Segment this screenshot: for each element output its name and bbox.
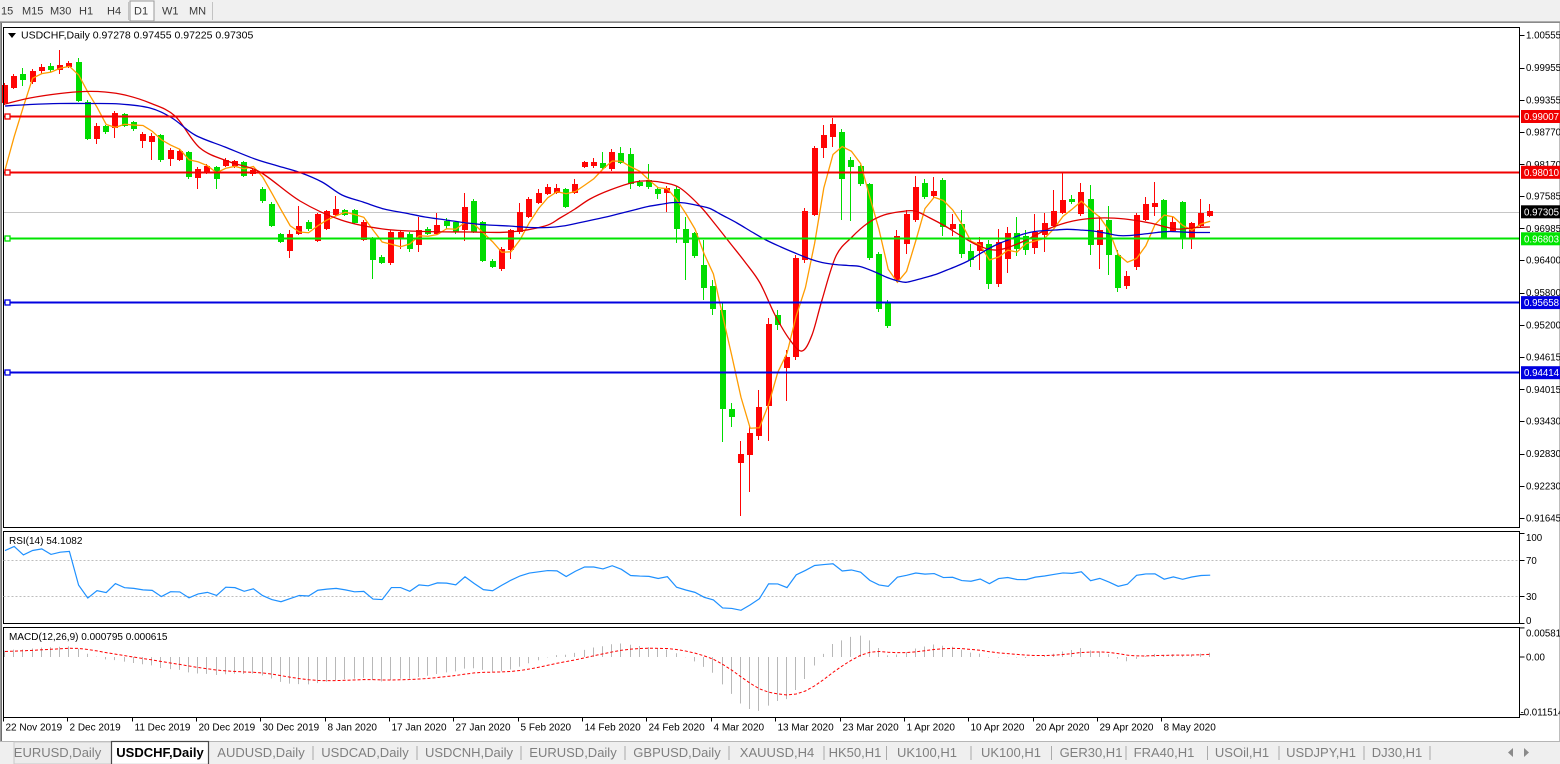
svg-text:USDCHF,Daily 0.97278 0.97455: USDCHF,Daily 0.97278 0.97455 0.97225 0.9… <box>21 30 253 42</box>
svg-text:8 Jan 2020: 8 Jan 2020 <box>328 723 378 734</box>
svg-text:20 Dec 2019: 20 Dec 2019 <box>199 723 256 734</box>
svg-text:11 Dec 2019: 11 Dec 2019 <box>135 723 191 734</box>
svg-text:USOil,H1: USOil,H1 <box>1215 745 1269 760</box>
svg-text:15: 15 <box>1 6 13 18</box>
svg-text:M30: M30 <box>50 6 71 18</box>
svg-text:RSI(14) 54.1082: RSI(14) 54.1082 <box>9 536 83 547</box>
svg-text:0.00: 0.00 <box>1526 653 1545 664</box>
svg-text:HK50,H1: HK50,H1 <box>829 745 882 760</box>
svg-text:0.005818: 0.005818 <box>1526 629 1560 640</box>
svg-text:0.98010: 0.98010 <box>1524 168 1560 179</box>
svg-text:0.91645: 0.91645 <box>1526 513 1560 524</box>
svg-text:AUDUSD,Daily: AUDUSD,Daily <box>217 745 305 760</box>
svg-text:D1: D1 <box>134 6 148 18</box>
svg-text:0.99355: 0.99355 <box>1526 96 1560 107</box>
svg-text:GBPUSD,Daily: GBPUSD,Daily <box>633 745 721 760</box>
svg-text:0.92230: 0.92230 <box>1526 482 1560 493</box>
svg-text:2 Dec 2019: 2 Dec 2019 <box>70 723 122 734</box>
svg-text:29 Apr 2020: 29 Apr 2020 <box>1100 723 1154 734</box>
svg-text:14 Feb 2020: 14 Feb 2020 <box>585 723 642 734</box>
svg-text:0.93430: 0.93430 <box>1526 417 1560 428</box>
svg-text:30: 30 <box>1526 592 1537 603</box>
svg-text:0.94015: 0.94015 <box>1526 385 1560 396</box>
svg-text:0.99007: 0.99007 <box>1524 112 1559 123</box>
svg-text:XAUUSD,H4: XAUUSD,H4 <box>740 745 814 760</box>
svg-text:30 Dec 2019: 30 Dec 2019 <box>263 723 320 734</box>
svg-text:4 Mar 2020: 4 Mar 2020 <box>714 723 765 734</box>
svg-text:1.00555: 1.00555 <box>1526 31 1560 42</box>
svg-text:MN: MN <box>189 6 206 18</box>
svg-text:100: 100 <box>1526 533 1543 544</box>
svg-text:20 Apr 2020: 20 Apr 2020 <box>1036 723 1090 734</box>
svg-text:0.95658: 0.95658 <box>1524 298 1559 309</box>
svg-text:USDCAD,Daily: USDCAD,Daily <box>321 745 409 760</box>
svg-text:0.98170: 0.98170 <box>1526 160 1560 171</box>
svg-text:10 Apr 2020: 10 Apr 2020 <box>971 723 1025 734</box>
svg-text:W1: W1 <box>162 6 179 18</box>
svg-text:0.98770: 0.98770 <box>1526 127 1560 138</box>
svg-text:0.96803: 0.96803 <box>1524 234 1559 245</box>
svg-text:FRA40,H1: FRA40,H1 <box>1134 745 1195 760</box>
svg-text:MACD(12,26,9) 0.000795 0.00061: MACD(12,26,9) 0.000795 0.000615 <box>9 632 168 643</box>
svg-text:DJ30,H1: DJ30,H1 <box>1372 745 1423 760</box>
svg-text:17 Jan 2020: 17 Jan 2020 <box>392 723 447 734</box>
svg-text:5 Feb 2020: 5 Feb 2020 <box>521 723 572 734</box>
svg-text:0.97585: 0.97585 <box>1526 192 1560 203</box>
svg-text:13 Mar 2020: 13 Mar 2020 <box>778 723 835 734</box>
svg-text:H4: H4 <box>107 6 121 18</box>
svg-text:27 Jan 2020: 27 Jan 2020 <box>456 723 511 734</box>
svg-text:0.92830: 0.92830 <box>1526 449 1560 460</box>
svg-text:0.99955: 0.99955 <box>1526 63 1560 74</box>
svg-text:8 May 2020: 8 May 2020 <box>1164 723 1217 734</box>
svg-text:0.95800: 0.95800 <box>1526 288 1560 299</box>
svg-text:24 Feb 2020: 24 Feb 2020 <box>649 723 706 734</box>
svg-text:UK100,H1: UK100,H1 <box>981 745 1041 760</box>
svg-text:-0.011514: -0.011514 <box>1521 708 1560 719</box>
svg-text:0.96400: 0.96400 <box>1526 256 1560 267</box>
svg-text:EURUSD,Daily: EURUSD,Daily <box>529 745 617 760</box>
svg-text:USDCHF,Daily: USDCHF,Daily <box>116 745 204 760</box>
svg-text:0.97305: 0.97305 <box>1524 207 1559 218</box>
svg-text:23 Mar 2020: 23 Mar 2020 <box>843 723 900 734</box>
svg-text:GER30,H1: GER30,H1 <box>1060 745 1123 760</box>
svg-text:USDJPY,H1: USDJPY,H1 <box>1286 745 1356 760</box>
svg-text:0.94414: 0.94414 <box>1524 368 1560 379</box>
svg-text:M15: M15 <box>22 6 43 18</box>
svg-text:H1: H1 <box>79 6 93 18</box>
svg-text:USDCNH,Daily: USDCNH,Daily <box>425 745 514 760</box>
svg-text:22 Nov 2019: 22 Nov 2019 <box>6 723 63 734</box>
svg-text:1 Apr 2020: 1 Apr 2020 <box>907 723 956 734</box>
svg-text:EURUSD,Daily: EURUSD,Daily <box>14 745 102 760</box>
svg-text:0: 0 <box>1526 616 1532 627</box>
svg-text:0.96985: 0.96985 <box>1526 224 1560 235</box>
svg-text:0.95200: 0.95200 <box>1526 321 1560 332</box>
svg-text:70: 70 <box>1526 556 1537 567</box>
svg-text:UK100,H1: UK100,H1 <box>897 745 957 760</box>
svg-text:0.94615: 0.94615 <box>1526 352 1560 363</box>
